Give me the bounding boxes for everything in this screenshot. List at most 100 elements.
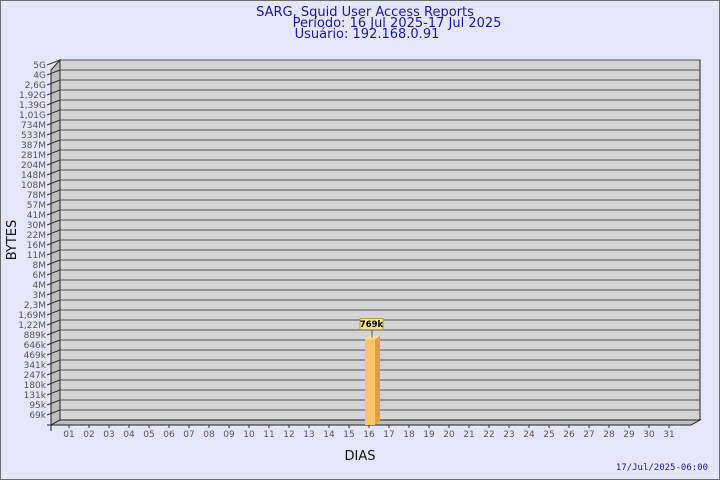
y-tick-mark	[46, 289, 61, 296]
y-tick-mark	[46, 79, 61, 86]
x-tick-label: 05	[143, 430, 154, 440]
bar-value-label: 769k	[360, 320, 384, 330]
x-tick-label: 31	[663, 430, 674, 440]
y-tick-mark	[46, 189, 61, 196]
y-tick-label: 11M	[27, 251, 46, 261]
y-axis-label: BYTES	[5, 220, 20, 261]
y-tick-mark	[46, 319, 61, 326]
y-tick-label: 131k	[24, 391, 47, 401]
y-tick-mark	[46, 369, 61, 376]
y-tick-mark	[46, 109, 61, 116]
x-tick-label: 17	[383, 430, 394, 440]
x-tick-label: 24	[523, 430, 535, 440]
x-tick-label: 06	[163, 430, 175, 440]
x-tick-label: 10	[243, 430, 255, 440]
y-tick-label: 8M	[33, 261, 47, 271]
y-tick-label: 1,39G	[19, 101, 46, 111]
x-tick-label: 03	[103, 430, 114, 440]
y-tick-label: 22M	[27, 231, 46, 241]
y-tick-mark	[46, 159, 61, 166]
x-tick-label: 30	[643, 430, 655, 440]
x-tick-label: 11	[263, 430, 274, 440]
x-axis-label: DIAS	[345, 449, 376, 464]
y-tick-mark	[46, 269, 61, 276]
x-tick-label: 15	[343, 430, 354, 440]
generated-timestamp: 17/Jul/2025-06:00	[616, 463, 708, 473]
y-tick-label: 1,92G	[19, 91, 46, 101]
y-tick-label: 281M	[21, 151, 46, 161]
x-tick-label: 26	[563, 430, 575, 440]
y-tick-label: 41M	[27, 211, 46, 221]
x-tick-label: 01	[63, 430, 74, 440]
y-tick-mark	[46, 229, 61, 236]
x-tick-label: 22	[483, 430, 494, 440]
y-tick-label: 95k	[29, 401, 46, 411]
x-tick-label: 18	[403, 430, 415, 440]
y-tick-label: 734M	[21, 121, 46, 131]
y-tick-label: 889k	[24, 331, 47, 341]
y-tick-mark	[46, 199, 61, 206]
y-tick-mark	[46, 329, 61, 336]
y-tick-mark	[46, 339, 61, 346]
x-tick-label: 19	[423, 430, 435, 440]
y-tick-label: 341k	[24, 361, 47, 371]
y-tick-label: 6M	[33, 271, 47, 281]
x-tick-label: 12	[283, 430, 294, 440]
y-tick-mark	[46, 409, 61, 416]
y-tick-label: 4G	[33, 71, 46, 81]
x-tick-label: 21	[463, 430, 474, 440]
y-tick-label: 646k	[24, 341, 47, 351]
y-tick-label: 2,3M	[24, 301, 46, 311]
y-tick-label: 180k	[24, 381, 47, 391]
y-tick-label: 3M	[33, 291, 47, 301]
y-tick-mark	[46, 389, 61, 396]
y-tick-mark	[46, 59, 61, 66]
y-tick-label: 1,01G	[19, 111, 46, 121]
y-tick-label: 108M	[21, 181, 46, 191]
y-tick-label: 4M	[33, 281, 47, 291]
chart-period: Período: 16 Jul 2025-17 Jul 2025	[293, 16, 502, 31]
y-tick-mark	[46, 129, 61, 136]
y-tick-mark	[46, 149, 61, 156]
y-tick-mark	[46, 299, 61, 306]
y-tick-label: 1,69M	[18, 311, 46, 321]
y-tick-mark	[46, 359, 61, 366]
x-tick-label: 20	[443, 430, 455, 440]
y-tick-label: 2,6G	[25, 81, 46, 91]
bar-label-box	[359, 318, 384, 331]
y-tick-mark	[46, 139, 61, 146]
x-tick-label: 09	[223, 430, 235, 440]
y-tick-mark	[46, 219, 61, 226]
x-tick-label: 04	[123, 430, 135, 440]
x-tick-label: 02	[83, 430, 94, 440]
y-tick-mark	[46, 119, 61, 126]
y-tick-label: 16M	[27, 241, 46, 251]
y-tick-label: 533M	[21, 131, 46, 141]
x-tick-label: 07	[183, 430, 194, 440]
y-tick-label: 469k	[24, 351, 47, 361]
y-tick-mark	[46, 309, 61, 316]
chart-title: SARG, Squid User Access Reports	[256, 5, 474, 20]
y-tick-label: 5G	[33, 61, 46, 71]
y-tick-mark	[46, 69, 61, 76]
y-tick-label: 247k	[24, 371, 47, 381]
x-tick-label: 27	[583, 430, 594, 440]
y-tick-mark	[46, 239, 61, 246]
y-tick-mark	[46, 99, 61, 106]
y-tick-mark	[46, 249, 61, 256]
y-tick-mark	[46, 259, 61, 266]
bar-side	[375, 335, 380, 425]
x-tick-label: 25	[543, 430, 554, 440]
y-tick-label: 78M	[27, 191, 46, 201]
y-tick-label: 1,22M	[18, 321, 46, 331]
y-tick-mark	[46, 169, 61, 176]
y-tick-mark	[46, 209, 61, 216]
x-tick-label: 28	[603, 430, 615, 440]
x-tick-label: 08	[203, 430, 215, 440]
bar-day-16	[365, 339, 375, 425]
y-tick-label: 30M	[27, 221, 46, 231]
chart-user: Usuário: 192.168.0.91	[295, 27, 440, 42]
y-tick-mark	[46, 379, 61, 386]
y-tick-label: 387M	[21, 141, 46, 151]
